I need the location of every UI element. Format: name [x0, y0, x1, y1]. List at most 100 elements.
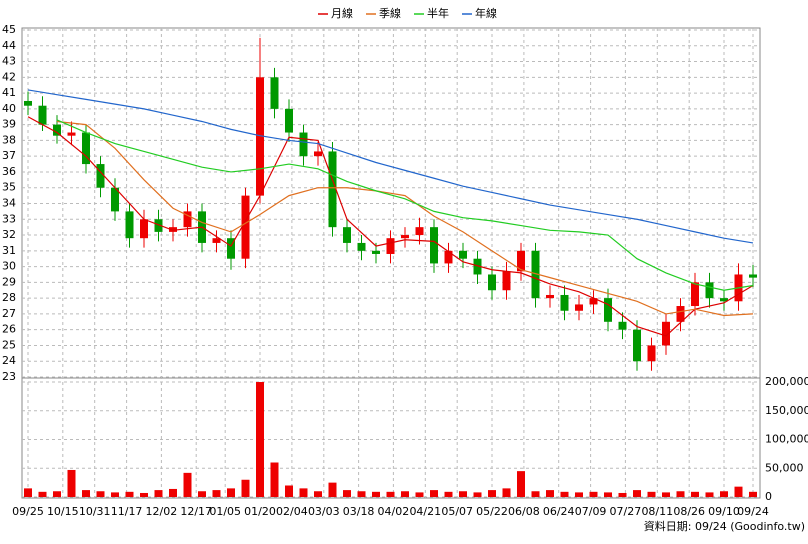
candle-body: [691, 282, 699, 307]
x-tick-label: 04/21: [409, 505, 441, 518]
candle-body: [386, 238, 395, 254]
volume-bar: [633, 490, 641, 497]
candle-body: [720, 298, 728, 302]
x-tick-label: 03/18: [343, 505, 375, 518]
volume-tick-label: 200,000: [765, 375, 808, 388]
candle-body: [212, 238, 221, 243]
volume-bar: [430, 490, 438, 497]
candle-body: [140, 219, 148, 239]
candle-body: [299, 132, 308, 157]
volume-bar: [169, 488, 177, 497]
y-tick-label: 27: [2, 307, 16, 320]
volume-bar: [386, 491, 395, 497]
candle-body: [372, 250, 380, 254]
volume-tick-label: 100,000: [765, 433, 808, 446]
volume-bar: [589, 491, 598, 497]
volume-bar: [227, 488, 235, 497]
y-tick-label: 26: [2, 323, 16, 336]
ma-line: [56, 120, 754, 317]
volume-bar: [705, 492, 714, 497]
candle-body: [314, 151, 322, 157]
volume-bar: [198, 491, 206, 497]
candle-body: [154, 219, 163, 232]
candle-body: [560, 294, 569, 311]
candle-body: [183, 211, 192, 228]
volume-bar: [604, 492, 612, 497]
legend-label: 半年: [427, 6, 449, 20]
volume-bar: [314, 491, 322, 497]
candle-body: [517, 250, 525, 272]
y-tick-label: 41: [2, 86, 16, 99]
candle-body: [502, 271, 511, 291]
y-tick-label: 24: [2, 354, 16, 367]
volume-tick-label: 50,000: [765, 461, 804, 474]
y-tick-label: 44: [2, 39, 16, 52]
volume-bar: [662, 492, 670, 497]
x-tick-label: 09/25: [12, 505, 44, 518]
candle-body: [53, 124, 61, 136]
volume-bar: [401, 491, 409, 497]
candle-body: [256, 77, 264, 196]
candle-body: [546, 294, 554, 299]
volume-bar: [328, 482, 337, 497]
x-tick-label: 05/22: [476, 505, 508, 518]
volume-bar: [517, 471, 525, 497]
y-tick-label: 34: [2, 197, 16, 210]
candle-body: [662, 321, 670, 346]
volume-bar: [546, 490, 554, 497]
volume-bar: [459, 491, 467, 497]
x-tick-label: 09/10: [708, 505, 740, 518]
x-tick-label: 06/08: [508, 505, 540, 518]
candle-body: [676, 306, 685, 322]
x-tick-label: 03/03: [308, 505, 340, 518]
candle-body: [270, 77, 279, 109]
x-tick-label: 10/15: [47, 505, 79, 518]
candle-body: [488, 274, 496, 291]
volume-bar: [53, 491, 61, 497]
candle-body: [82, 132, 90, 165]
candle-body: [473, 258, 482, 275]
x-tick-label: 02/04: [276, 505, 308, 518]
y-tick-label: 32: [2, 228, 16, 241]
footer: 資料日期: 09/24 (Goodinfo.tw): [644, 519, 805, 533]
volume-bar: [618, 492, 627, 497]
x-tick-label: 11/17: [111, 505, 143, 518]
volume-bar: [502, 488, 511, 497]
x-tick-label: 10/31: [79, 505, 111, 518]
volume-bar: [125, 491, 134, 497]
candle-body: [430, 227, 438, 264]
candle-body: [169, 227, 177, 232]
candle-body: [96, 164, 105, 188]
ma-line: [27, 89, 754, 244]
volume-bar: [372, 491, 380, 497]
candle-body: [604, 298, 612, 322]
volume-bar: [285, 485, 293, 497]
x-tick-label: 09/24: [737, 505, 769, 518]
y-tick-label: 30: [2, 260, 16, 273]
candle-body: [38, 105, 47, 125]
volume-bar: [357, 491, 366, 497]
volume-bar: [183, 472, 192, 497]
y-tick-label: 28: [2, 291, 16, 304]
x-tick-label: 07/27: [610, 505, 642, 518]
candle-body: [328, 151, 337, 228]
y-tick-label: 43: [2, 55, 16, 68]
volume-tick-label: 0: [765, 490, 772, 503]
volume-bar: [691, 491, 699, 497]
candle-body: [285, 108, 293, 133]
candle-body: [415, 227, 424, 236]
candle-body: [111, 187, 119, 212]
y-tick-label: 36: [2, 165, 16, 178]
volume-bar: [241, 479, 250, 497]
volume-tick-label: 150,000: [765, 404, 808, 417]
candle-body: [241, 195, 250, 259]
volume-bar: [299, 488, 308, 497]
y-tick-label: 45: [2, 23, 16, 36]
candle-body: [67, 132, 76, 136]
volume-bar: [647, 491, 656, 497]
legend-label: 季線: [379, 6, 401, 20]
volume-bar: [575, 492, 583, 497]
volume-bar: [488, 490, 496, 497]
candle-body: [589, 298, 598, 305]
